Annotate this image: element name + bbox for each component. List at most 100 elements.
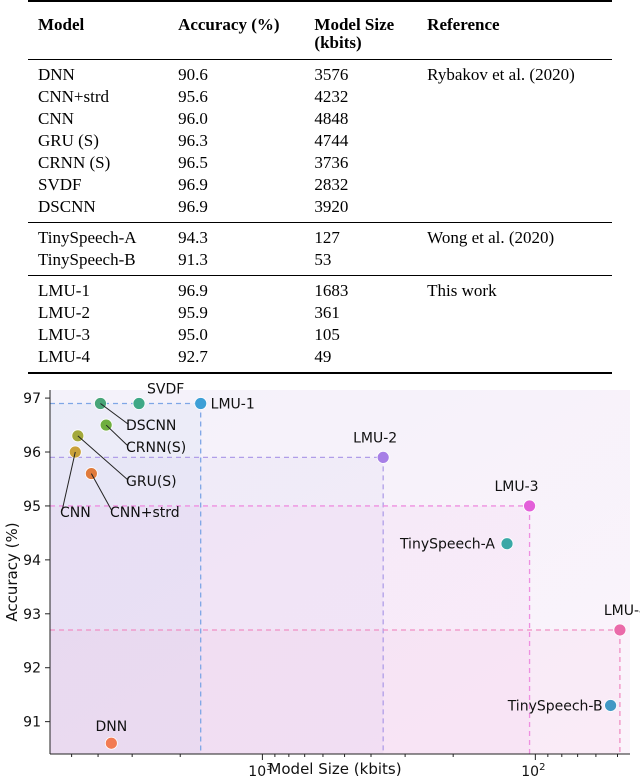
cell-reference-empty [417,346,612,374]
cell-size: 3920 [304,196,418,223]
pareto-region [50,457,384,754]
data-point [84,467,98,480]
point-label: CNN+strd [110,505,180,521]
cell-reference: Rybakov et al. (2020) [427,65,575,84]
plot-area [50,390,630,754]
point-labels: DNN CNN+strd CNN GRU(S) CRNN(S) SVDF DSCNN LMU-… [60,381,640,735]
cell-reference-empty [417,130,612,152]
cell-accuracy: 96.9 [168,196,305,223]
y-tick-label: 96 [23,445,41,461]
y-tick-label: 91 [23,715,41,731]
cell-reference-empty [417,324,612,346]
cell-model: SVDF [38,175,82,194]
cell-accuracy: 96.3 [178,131,208,150]
table-row: GRU (S) 96.3 4744 [28,130,612,152]
cell-size: 3736 [314,153,349,172]
cell-size: 4232 [314,87,349,106]
point-label: SVDF [147,381,184,397]
table-row: LMU-3 95.0 105 [28,324,612,346]
data-point [94,397,107,410]
cell-reference: Wong et al. (2020) [427,228,555,247]
cell-accuracy: 95.6 [178,87,208,106]
cell-size: 127 [314,228,340,247]
cell-model: LMU-4 [28,346,169,374]
table-row: SVDF 96.9 2832 [28,174,612,196]
point-label: DNN [95,719,127,735]
cell-size: 1683 [314,281,349,300]
table-row: CNN+strd 95.6 4232 [28,86,612,108]
y-tick-label: 94 [23,553,41,569]
cell-reference: This work [427,281,497,300]
label-leader-line [100,403,129,425]
point-label: TinySpeech-B [507,698,603,714]
header-model: Model [28,0,169,60]
x-tick-label: 103 [248,762,272,778]
data-point [376,451,390,464]
point-label: LMU-3 [495,479,539,495]
cell-size: 2832 [314,175,349,194]
y-axis-label: Accuracy (%) [3,522,21,621]
accuracy-vs-size-scatter-chart: 91 92 93 94 95 96 97 103 102 Model Size (kbits) Ac… [3,381,640,778]
table-row: LMU-2 95.9 361 [28,302,612,324]
data-point [604,699,618,712]
cell-model: CRNN (S) [38,153,111,172]
table-header-row: Model Accuracy (%) Model Size (kbits) Re… [28,0,612,60]
cell-model: LMU-2 [38,303,90,322]
cell-accuracy: 96.9 [178,281,208,300]
point-label: LMU-1 [211,396,255,412]
point-label: DSCNN [126,418,176,434]
cell-model: CNN [38,109,74,128]
y-tick-label: 95 [23,499,41,515]
cell-size: 4744 [314,131,349,150]
y-tick-label: 97 [23,391,41,407]
cell-accuracy: 95.0 [178,325,208,344]
cell-accuracy: 95.9 [178,303,208,322]
data-point [523,499,536,513]
table-row: LMU-1 96.9 1683 This work [28,276,612,303]
cell-size: 53 [304,249,418,276]
cell-reference-empty [417,302,612,324]
cell-reference-empty [417,86,612,108]
cell-size: 4848 [314,109,349,128]
results-table-wrapper: Model Accuracy (%) Model Size (kbits) Re… [28,0,612,374]
point-label: TinySpeech-A [399,537,495,553]
cell-reference-empty [417,196,612,223]
data-point [500,537,514,551]
table-row: CRNN (S) 96.5 3736 [28,152,612,174]
point-label: GRU(S) [126,474,177,490]
cell-size: 49 [304,346,418,374]
point-label: CRNN(S) [126,440,186,456]
table-row: CNN 96.0 4848 [28,108,612,130]
cell-accuracy: 96.0 [178,109,208,128]
data-point [194,397,208,410]
label-leader-line [61,451,76,512]
cell-accuracy: 96.9 [178,175,208,194]
x-axis-label: Model Size (kbits) [268,760,401,778]
y-tick-label: 92 [23,661,41,677]
table-row: LMU-4 92.7 49 [28,346,612,374]
pareto-region [50,629,620,754]
label-leader-line [105,424,129,447]
cell-reference-empty [417,249,612,276]
table-row: TinySpeech-B 91.3 53 [28,249,612,276]
cell-accuracy: 92.7 [168,346,305,374]
table-row: TinySpeech-A 94.3 127 Wong et al. (2020) [28,223,612,250]
y-tick-label: 93 [23,607,41,623]
cell-model: GRU (S) [38,131,99,150]
point-label: LMU-2 [353,430,397,446]
cell-model: DSCNN [28,196,169,223]
cell-accuracy: 90.6 [178,65,208,84]
cell-model: TinySpeech-B [28,249,169,276]
cell-accuracy: 94.3 [178,228,208,247]
cell-size: 105 [314,325,340,344]
header-accuracy: Accuracy (%) [168,0,305,60]
results-table: Model Accuracy (%) Model Size (kbits) Re… [28,0,612,374]
point-label: CNN [60,505,91,521]
cell-model: DNN [38,65,75,84]
cell-model: LMU-3 [38,325,90,344]
data-point [132,397,146,410]
table-row: DSCNN 96.9 3920 [28,196,612,223]
axes: 91 92 93 94 95 96 97 103 102 Model Size (kbits) Ac… [3,390,630,778]
cell-model: LMU-1 [38,281,90,300]
pareto-region [50,403,201,754]
